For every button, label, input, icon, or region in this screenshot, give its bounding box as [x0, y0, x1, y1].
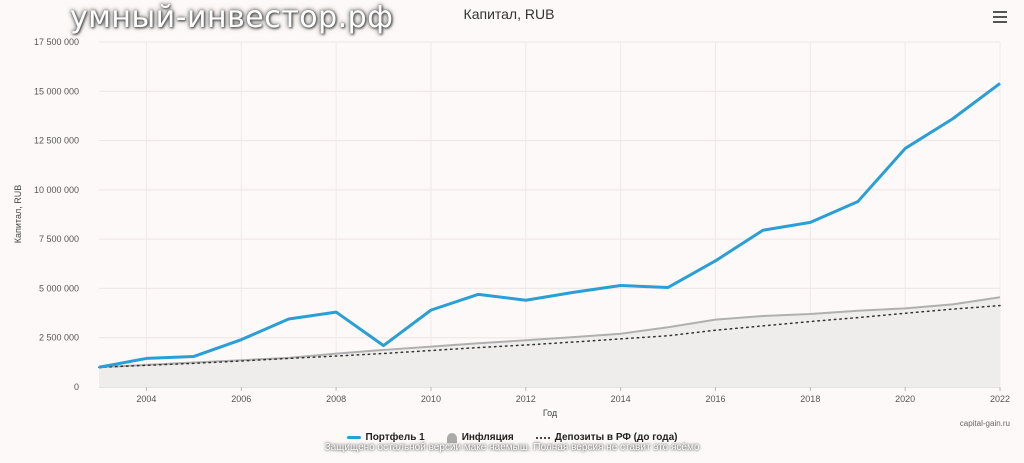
legend-label-inflation: Инфляция [461, 432, 514, 443]
y-tick-label: 12 500 000 [34, 136, 79, 146]
portfolio-point [667, 286, 670, 289]
portfolio-point [856, 200, 859, 203]
chart-title: Капитал, RUB [464, 6, 555, 22]
y-tick-label: 2 500 000 [39, 333, 79, 343]
portfolio-swatch [346, 436, 361, 439]
x-tick-label: 2012 [516, 394, 536, 404]
portfolio-point [999, 82, 1002, 85]
portfolio-point [761, 229, 764, 232]
legend-item-deposits[interactable]: Депозиты в РФ (до года) [535, 432, 678, 443]
portfolio-point [145, 357, 148, 360]
portfolio-point [572, 291, 575, 294]
deposits-swatch [535, 436, 550, 439]
legend-item-portfolio[interactable]: Портфель 1 [346, 432, 425, 443]
portfolio-point [287, 317, 290, 320]
x-tick-label: 2008 [326, 394, 346, 404]
x-tick-label: 2010 [421, 394, 441, 404]
legend-label-deposits: Депозиты в РФ (до года) [554, 432, 678, 443]
bottom-note: Защищено остальной версии маке наемыш. П… [324, 442, 700, 453]
y-tick-label: 7 500 000 [39, 234, 79, 244]
portfolio-point [98, 366, 101, 369]
portfolio-point [477, 293, 480, 296]
y-tick-label: 17 500 000 [34, 37, 79, 47]
portfolio-point [192, 355, 195, 358]
legend: Портфель 1 Инфляция Депозиты в РФ (до го… [0, 432, 1024, 443]
x-tick-label: 2014 [611, 394, 631, 404]
inflation-swatch [446, 432, 457, 443]
credit-label: capital-gain.ru [960, 419, 1010, 428]
x-tick-label: 2022 [990, 394, 1010, 404]
portfolio-line [98, 82, 1001, 369]
portfolio-point [524, 299, 527, 302]
inflation-line [98, 296, 1001, 369]
portfolio-point [429, 309, 432, 312]
portfolio-point [904, 147, 907, 150]
portfolio-point [382, 344, 385, 347]
inflation-area [99, 297, 1000, 387]
tick-layer: 0 2 500 000 5 000 000 7 500 000 10 000 000 12… [34, 37, 1010, 404]
y-tick-label: 5 000 000 [39, 283, 79, 293]
y-tick-label: 15 000 000 [34, 86, 79, 96]
portfolio-point [619, 284, 622, 287]
legend-label-portfolio: Портфель 1 [365, 432, 425, 443]
deposits-line [98, 304, 1001, 369]
x-tick-label: 2016 [705, 394, 725, 404]
x-tick-label: 2004 [136, 394, 156, 404]
y-tick-label: 0 [74, 382, 79, 392]
y-axis-title: Капитал, RUB [13, 185, 23, 243]
watermark: умный-инвестор.рф [70, 0, 394, 35]
hamburger-menu-icon[interactable] [993, 11, 1007, 25]
portfolio-point [951, 117, 954, 120]
portfolio-point [714, 259, 717, 262]
x-tick-label: 2018 [800, 394, 820, 404]
portfolio-point [809, 221, 812, 224]
portfolio-point [240, 338, 243, 341]
x-tick-label: 2006 [231, 394, 251, 404]
legend-item-inflation[interactable]: Инфляция [446, 432, 514, 443]
portfolio-point [335, 311, 338, 314]
x-axis-title: Год [543, 408, 558, 418]
x-tick-label: 2020 [895, 394, 915, 404]
y-tick-label: 10 000 000 [34, 185, 79, 195]
series-layer [98, 82, 1002, 387]
